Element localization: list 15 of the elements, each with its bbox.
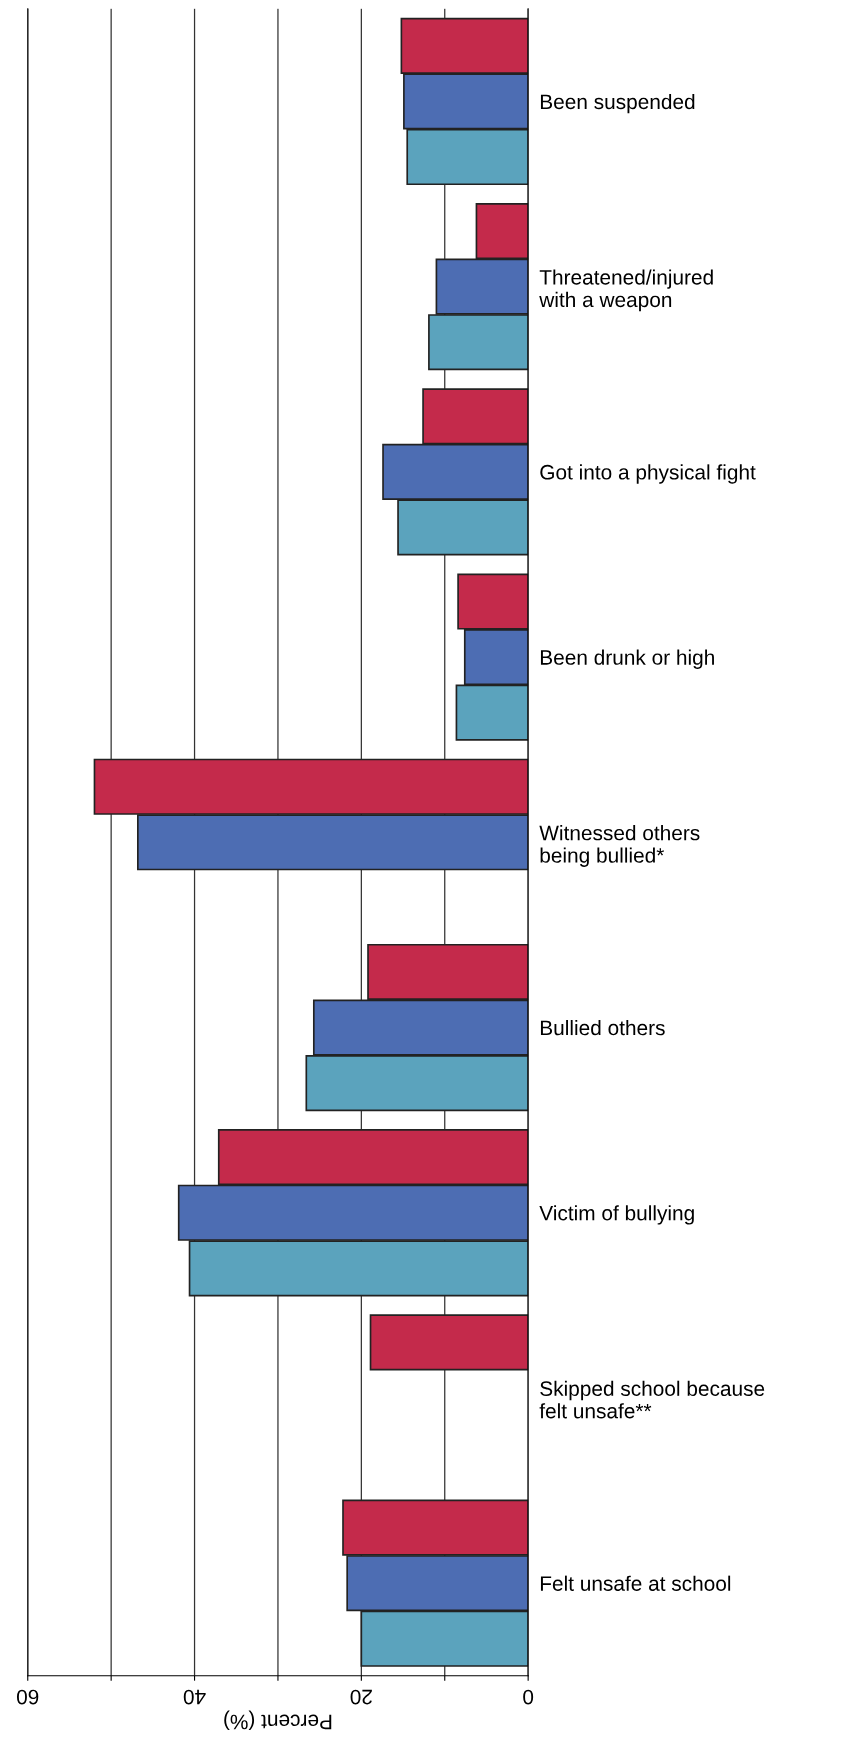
y-tick-label: Been suspended	[540, 93, 695, 114]
y-tick-label: Bullied others	[540, 1019, 665, 1036]
x-tick-label: 20	[350, 1689, 372, 1705]
y-tick-label: Got into a physical fight	[540, 464, 756, 484]
y-tick-label: Been drunk or high	[540, 649, 714, 669]
x-tick-label: 40	[183, 1689, 206, 1705]
y-tick-label: Skipped school because felt unsafe**	[539, 1380, 765, 1419]
x-tick-label: 0	[523, 1689, 534, 1705]
y-tick-label: Felt unsafe at school	[540, 1575, 731, 1591]
bar	[369, 1314, 529, 1371]
y-tick-label: Witnessed others being bullied*	[539, 825, 700, 867]
x-axis-title: Percent (%)	[224, 1710, 332, 1730]
y-tick-label: Victim of bullying	[539, 1205, 694, 1225]
y-tick-label: Threatened/injured with a weapon	[539, 269, 713, 312]
x-tick-label: 60	[16, 1689, 39, 1705]
